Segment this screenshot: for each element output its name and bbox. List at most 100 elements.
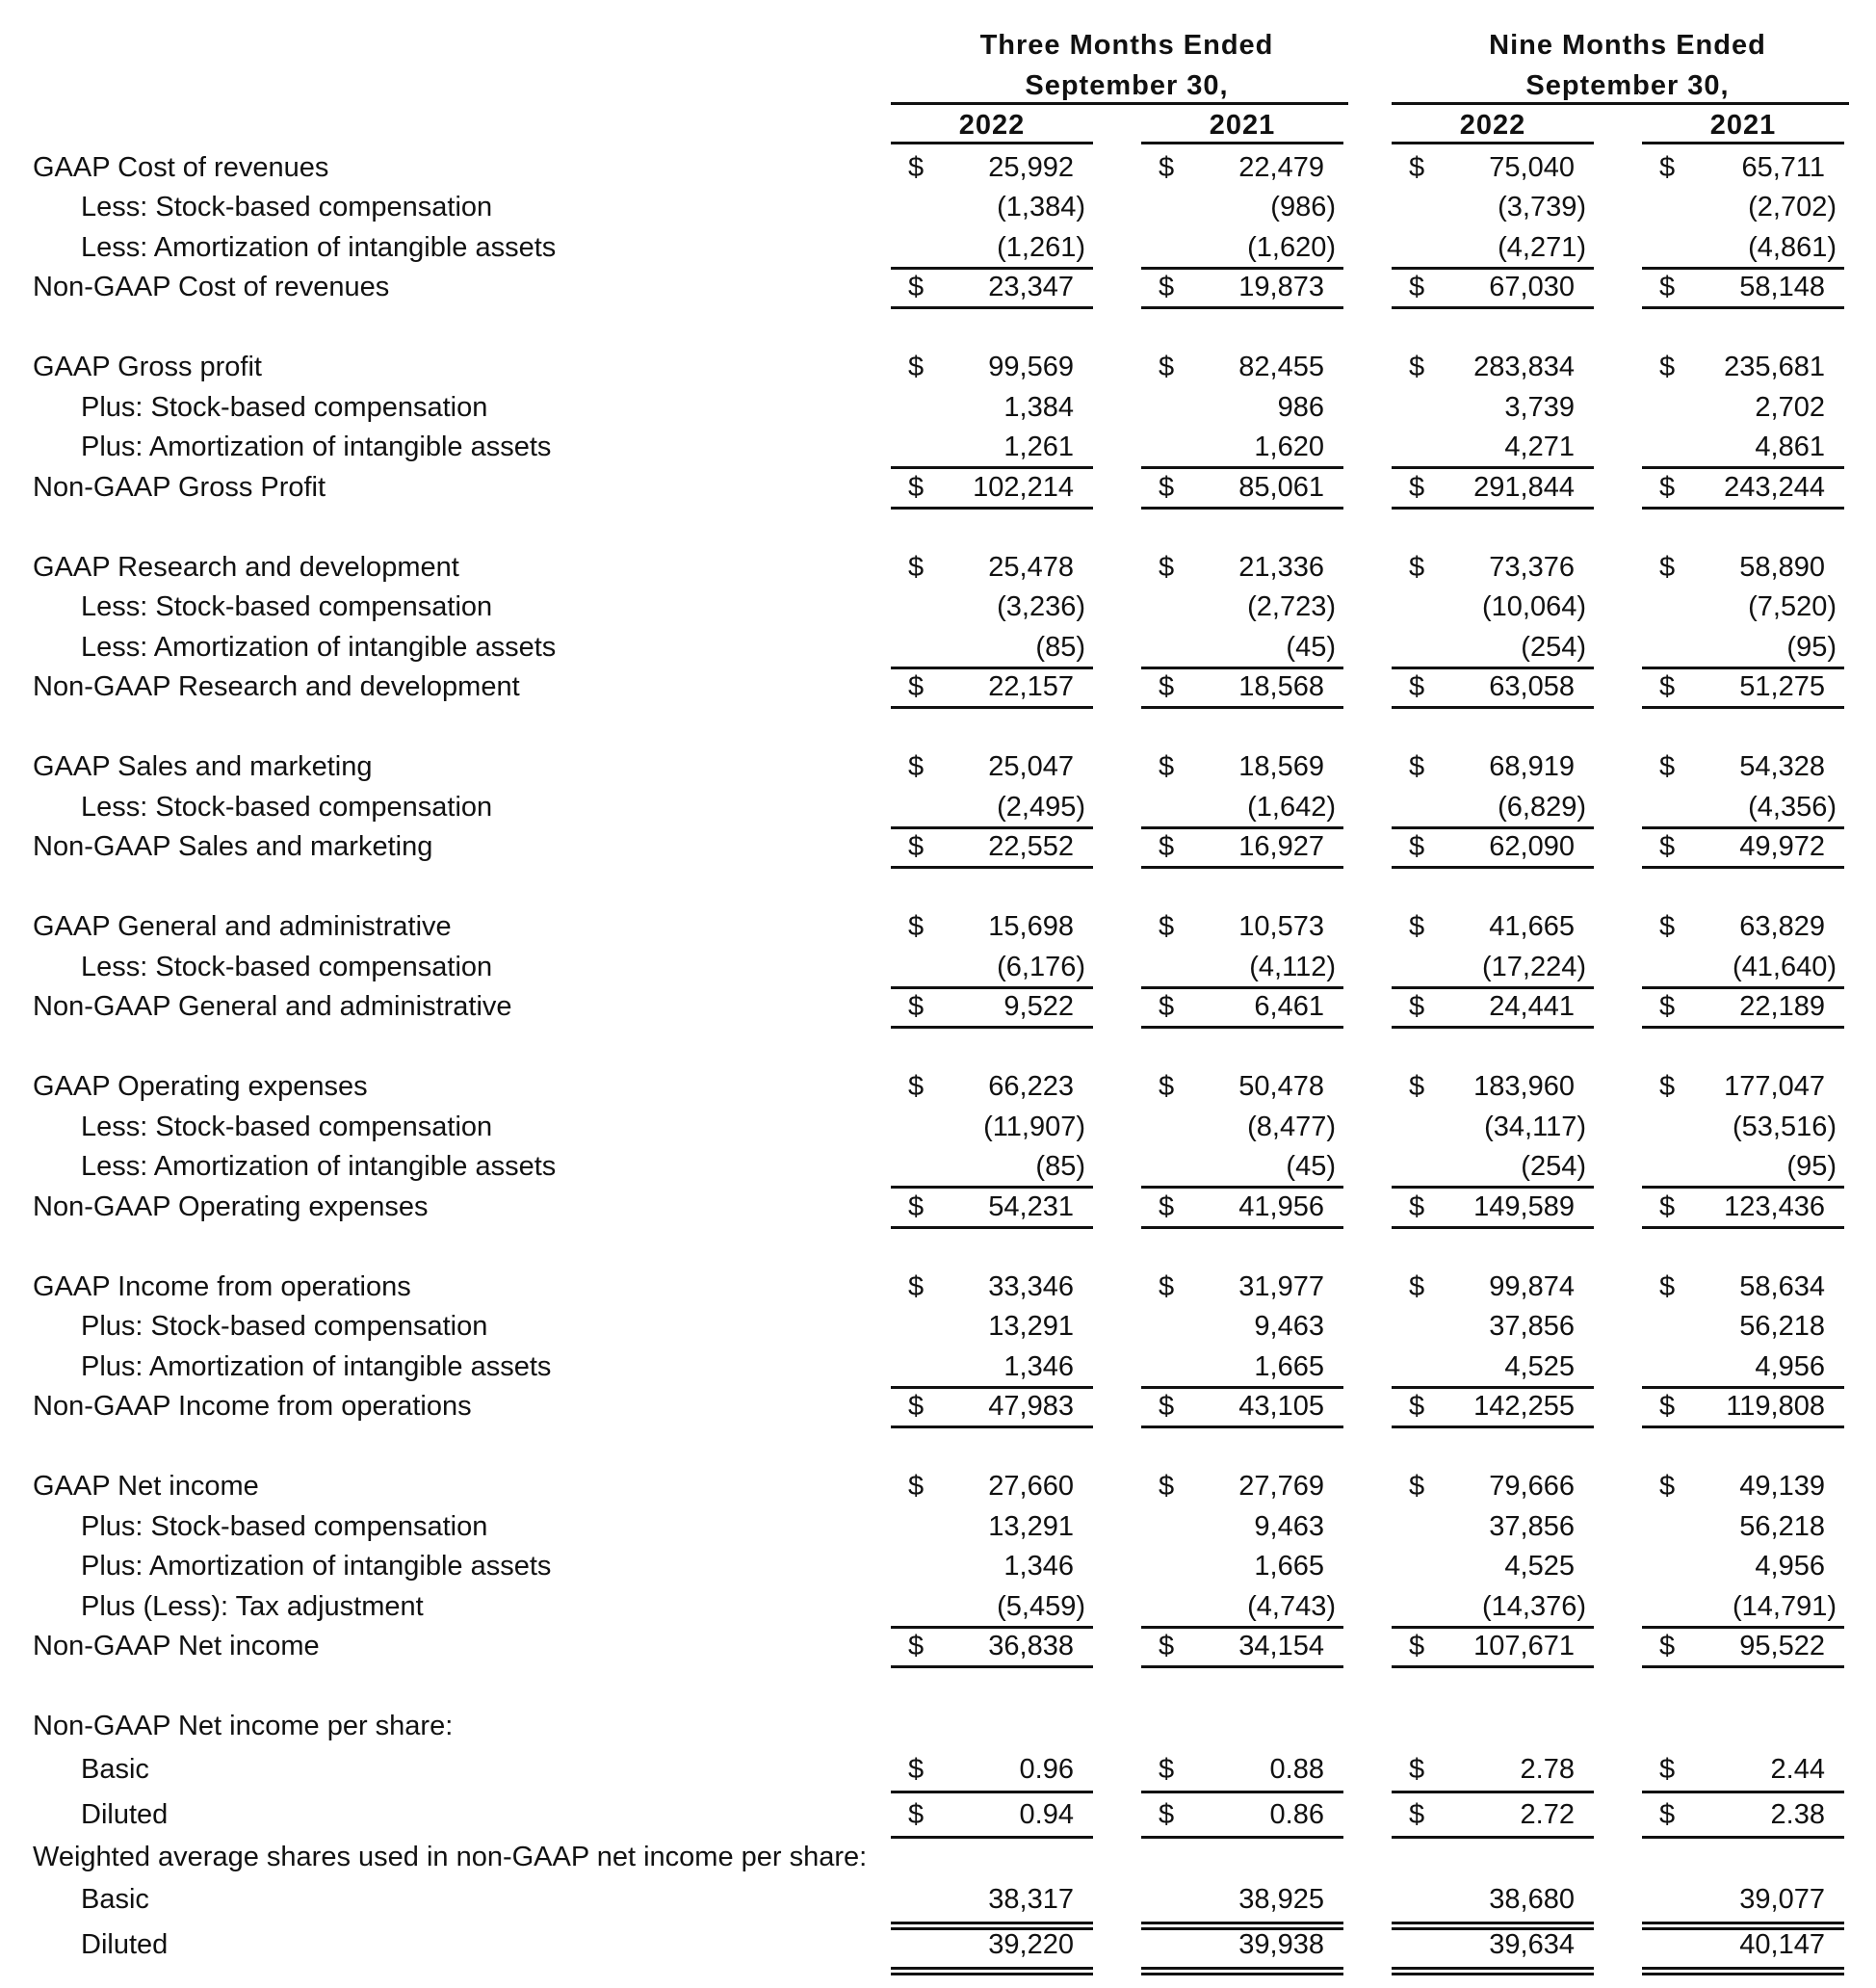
row-label: Non-GAAP Sales and marketing [33,831,433,863]
value-cell: 54,231 [988,1190,1074,1222]
double-underline-rule [891,1972,1093,1975]
dollar-sign: $ [1659,1270,1676,1302]
dollar-sign: $ [1659,751,1676,783]
value-cell: 75,040 [1489,151,1575,183]
value-cell: 21,336 [1238,551,1324,583]
dollar-sign: $ [1159,1190,1175,1222]
dollar-sign: $ [1659,831,1676,863]
value-cell: 58,634 [1739,1270,1825,1302]
dollar-sign: $ [1159,1391,1175,1423]
value-cell: 177,047 [1724,1071,1825,1103]
row-label-sub: Less: Stock-based compensation [81,192,493,223]
year-rule-2022-q [891,142,1093,144]
underline-rule [1392,1966,1594,1970]
underline-rule [1392,1225,1594,1229]
dollar-sign: $ [1659,1753,1676,1785]
value-cell: 63,829 [1739,911,1825,943]
underline-rule [1642,706,1844,709]
underline-rule [1392,1791,1594,1793]
value-cell: 37,856 [1489,1311,1575,1343]
value-cell: 82,455 [1238,352,1324,383]
underline-rule [891,306,1093,309]
double-underline-rule [1642,1926,1844,1930]
underline-rule [1642,985,1844,989]
value-cell: 183,960 [1473,1071,1575,1103]
value-cell: 18,568 [1238,671,1324,703]
value-cell: (1,642) [1247,791,1336,823]
value-cell: (2,495) [997,791,1085,823]
nine-months-header-line1: Nine Months Ended [1489,30,1766,61]
dollar-sign: $ [908,1798,925,1830]
underline-rule [1141,1836,1343,1839]
value-cell: (986) [1270,192,1336,223]
value-cell: (6,176) [997,951,1085,982]
value-cell: 9,463 [1254,1311,1324,1343]
year-rule-2021-q [1141,142,1343,144]
value-cell: 27,660 [988,1471,1074,1503]
row-label-sub: Less: Amortization of intangible assets [81,231,557,263]
year-header-2022-ytd: 2022 [1459,110,1526,141]
value-cell: (4,271) [1498,231,1586,263]
dollar-sign: $ [908,911,925,943]
value-cell: 4,861 [1755,432,1825,463]
value-cell: (8,477) [1247,1111,1336,1142]
dollar-sign: $ [1409,1071,1425,1103]
underline-rule [891,1921,1093,1924]
underline-rule [1392,506,1594,510]
value-cell: 47,983 [988,1391,1074,1423]
value-cell: 38,317 [988,1884,1074,1915]
underline-rule [1141,466,1343,469]
value-cell: 119,808 [1726,1391,1825,1423]
value-cell: 63,058 [1489,671,1575,703]
value-cell: 1,665 [1254,1551,1324,1583]
dollar-sign: $ [1659,991,1676,1023]
value-cell: 16,927 [1238,831,1324,863]
underline-rule [891,1225,1093,1229]
value-cell: 123,436 [1724,1190,1825,1222]
value-cell: 22,479 [1238,151,1324,183]
row-label-sub: Less: Stock-based compensation [81,1111,493,1142]
dollar-sign: $ [1409,471,1425,503]
value-cell: 79,666 [1489,1471,1575,1503]
dollar-sign: $ [1409,1391,1425,1423]
underline-rule [891,1665,1093,1668]
underline-rule [1141,985,1343,989]
value-cell: (4,112) [1249,951,1336,982]
dollar-sign: $ [1159,1798,1175,1830]
year-header-2022-q: 2022 [958,110,1026,141]
dollar-sign: $ [908,272,925,303]
dollar-sign: $ [908,1190,925,1222]
value-cell: 291,844 [1473,471,1575,503]
value-cell: 149,589 [1473,1190,1575,1222]
dollar-sign: $ [1159,1071,1175,1103]
row-label: GAAP Cost of revenues [33,151,329,183]
value-cell: 4,525 [1504,1350,1575,1382]
value-cell: (53,516) [1732,1111,1837,1142]
underline-rule [1141,1026,1343,1029]
dollar-sign: $ [1409,1631,1425,1662]
value-cell: 31,977 [1238,1270,1324,1302]
row-label: GAAP Income from operations [33,1270,411,1302]
row-label-sub: Plus: Stock-based compensation [81,1510,488,1542]
double-underline-rule [1642,1972,1844,1975]
underline-rule [1392,1426,1594,1428]
value-cell: 142,255 [1473,1391,1575,1423]
value-cell: 1,384 [1003,391,1074,423]
dollar-sign: $ [1159,991,1175,1023]
value-cell: 1,346 [1003,1551,1074,1583]
dollar-sign: $ [1659,671,1676,703]
value-cell: (45) [1286,631,1336,663]
dollar-sign: $ [908,1071,925,1103]
value-cell: (1,384) [997,192,1085,223]
value-cell: 73,376 [1489,551,1575,583]
row-label-sub: Plus (Less): Tax adjustment [81,1590,424,1622]
dollar-sign: $ [908,151,925,183]
row-label: Non-GAAP Income from operations [33,1391,472,1423]
dollar-sign: $ [1159,751,1175,783]
value-cell: 107,671 [1473,1631,1575,1662]
value-cell: 38,680 [1489,1884,1575,1915]
underline-rule [1392,666,1594,669]
underline-rule [891,1836,1093,1839]
dollar-sign: $ [1409,1798,1425,1830]
value-cell: 102,214 [973,471,1074,503]
